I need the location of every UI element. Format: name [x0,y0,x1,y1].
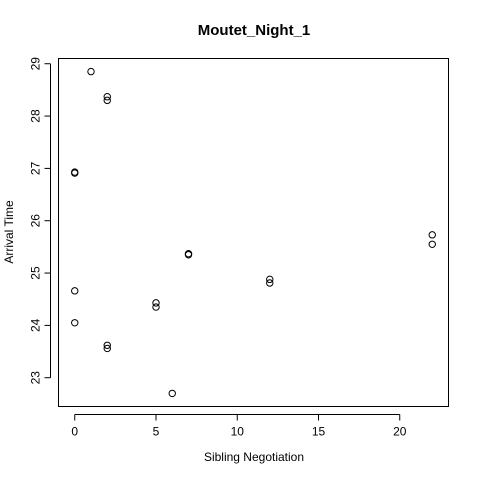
data-point [266,279,274,287]
y-axis: 23 24 25 26 27 28 29 [29,57,51,385]
y-tick-label: 28 [29,109,43,123]
data-point [103,341,111,349]
data-point [266,275,274,284]
data-point [184,251,193,259]
data-point [87,67,95,76]
data-point [152,303,160,311]
data-point [103,93,111,101]
y-tick-label: 25 [29,266,43,280]
x-tick-label: 5 [153,425,160,439]
x-axis-label: Sibling Negotiation [204,450,304,464]
y-axis-label: Arrival Time [2,200,16,264]
y-tick-label: 26 [29,214,43,228]
data-point [103,96,111,105]
data-points [71,67,436,398]
data-point [71,287,79,295]
data-point [71,169,79,177]
x-tick-label: 0 [71,425,78,439]
x-tick-label: 10 [231,425,245,439]
x-axis: 0 5 10 15 20 [71,414,407,439]
y-tick-label: 27 [29,161,43,175]
data-point [428,240,436,248]
x-tick-label: 15 [312,425,326,439]
data-point [103,344,111,353]
y-tick-label: 29 [29,57,43,71]
y-tick-label: 23 [29,371,43,385]
data-point [428,231,436,239]
data-point [152,299,160,307]
x-tick-label: 20 [393,425,407,439]
data-point [71,319,79,327]
plot-frame [58,58,449,407]
data-point [168,389,176,398]
y-tick-label: 24 [29,318,43,332]
chart-title: Moutet_Night_1 [198,22,311,39]
